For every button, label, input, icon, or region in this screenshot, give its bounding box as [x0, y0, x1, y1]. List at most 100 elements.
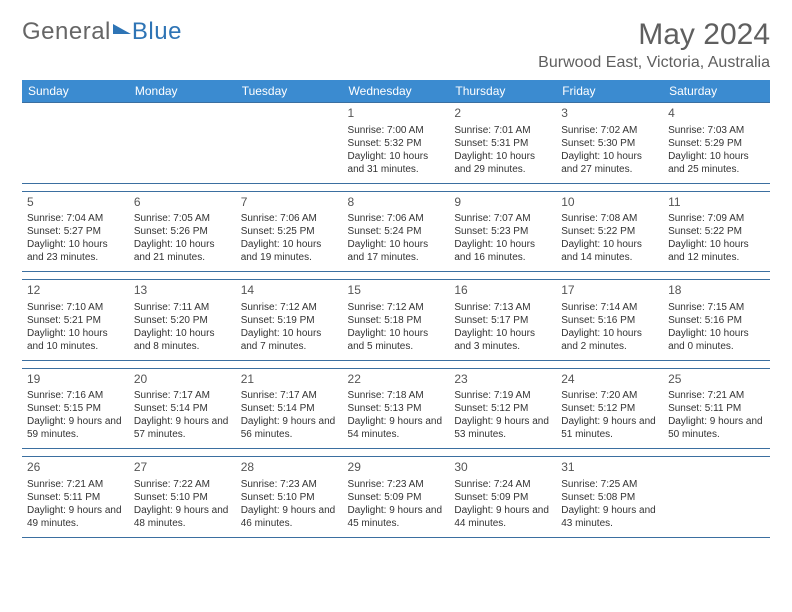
sunrise-line: Sunrise: 7:02 AM — [561, 124, 658, 137]
day-cell: 30Sunrise: 7:24 AMSunset: 5:09 PMDayligh… — [449, 457, 556, 538]
daylight-line: Daylight: 9 hours and 45 minutes. — [348, 504, 445, 530]
day-number: 14 — [241, 283, 338, 299]
day-number: 5 — [27, 195, 124, 211]
title-block: May 2024 Burwood East, Victoria, Austral… — [538, 18, 770, 72]
spacer-row — [22, 449, 770, 457]
day-cell: 7Sunrise: 7:06 AMSunset: 5:25 PMDaylight… — [236, 191, 343, 272]
sunset-line: Sunset: 5:24 PM — [348, 225, 445, 238]
sunset-line: Sunset: 5:16 PM — [561, 314, 658, 327]
day-number: 23 — [454, 372, 551, 388]
logo-text-general: General — [22, 18, 111, 46]
sunrise-line: Sunrise: 7:15 AM — [668, 301, 765, 314]
sunset-line: Sunset: 5:14 PM — [134, 402, 231, 415]
daylight-line: Daylight: 9 hours and 51 minutes. — [561, 415, 658, 441]
sunset-line: Sunset: 5:09 PM — [454, 491, 551, 504]
sunrise-line: Sunrise: 7:10 AM — [27, 301, 124, 314]
day-cell — [129, 103, 236, 184]
logo-text-blue: Blue — [132, 18, 182, 46]
sunrise-line: Sunrise: 7:13 AM — [454, 301, 551, 314]
day-cell: 5Sunrise: 7:04 AMSunset: 5:27 PMDaylight… — [22, 191, 129, 272]
day-number: 6 — [134, 195, 231, 211]
sunrise-line: Sunrise: 7:21 AM — [668, 389, 765, 402]
sunset-line: Sunset: 5:22 PM — [561, 225, 658, 238]
day-number: 22 — [348, 372, 445, 388]
sunset-line: Sunset: 5:20 PM — [134, 314, 231, 327]
day-cell: 17Sunrise: 7:14 AMSunset: 5:16 PMDayligh… — [556, 280, 663, 361]
sunrise-line: Sunrise: 7:25 AM — [561, 478, 658, 491]
day-number: 27 — [134, 460, 231, 476]
calendar-table: SundayMondayTuesdayWednesdayThursdayFrid… — [22, 80, 770, 538]
day-number: 30 — [454, 460, 551, 476]
day-cell: 28Sunrise: 7:23 AMSunset: 5:10 PMDayligh… — [236, 457, 343, 538]
sunrise-line: Sunrise: 7:01 AM — [454, 124, 551, 137]
sunset-line: Sunset: 5:23 PM — [454, 225, 551, 238]
day-cell: 2Sunrise: 7:01 AMSunset: 5:31 PMDaylight… — [449, 103, 556, 184]
day-number: 7 — [241, 195, 338, 211]
day-cell: 19Sunrise: 7:16 AMSunset: 5:15 PMDayligh… — [22, 368, 129, 449]
daylight-line: Daylight: 10 hours and 27 minutes. — [561, 150, 658, 176]
daylight-line: Daylight: 9 hours and 48 minutes. — [134, 504, 231, 530]
daylight-line: Daylight: 10 hours and 25 minutes. — [668, 150, 765, 176]
day-cell — [663, 457, 770, 538]
sunrise-line: Sunrise: 7:09 AM — [668, 212, 765, 225]
daylight-line: Daylight: 9 hours and 59 minutes. — [27, 415, 124, 441]
daylight-line: Daylight: 9 hours and 46 minutes. — [241, 504, 338, 530]
sunrise-line: Sunrise: 7:14 AM — [561, 301, 658, 314]
sunrise-line: Sunrise: 7:07 AM — [454, 212, 551, 225]
day-header: Monday — [129, 80, 236, 103]
daylight-line: Daylight: 10 hours and 8 minutes. — [134, 327, 231, 353]
day-number: 17 — [561, 283, 658, 299]
day-number: 19 — [27, 372, 124, 388]
sunset-line: Sunset: 5:32 PM — [348, 137, 445, 150]
day-cell — [236, 103, 343, 184]
day-number: 21 — [241, 372, 338, 388]
daylight-line: Daylight: 10 hours and 14 minutes. — [561, 238, 658, 264]
logo-sail-icon — [113, 24, 131, 34]
day-number: 26 — [27, 460, 124, 476]
sunset-line: Sunset: 5:21 PM — [27, 314, 124, 327]
day-header: Thursday — [449, 80, 556, 103]
daylight-line: Daylight: 10 hours and 19 minutes. — [241, 238, 338, 264]
sunset-line: Sunset: 5:14 PM — [241, 402, 338, 415]
header: General Blue May 2024 Burwood East, Vict… — [22, 18, 770, 72]
sunset-line: Sunset: 5:29 PM — [668, 137, 765, 150]
day-number: 10 — [561, 195, 658, 211]
day-number: 11 — [668, 195, 765, 211]
day-header: Friday — [556, 80, 663, 103]
daylight-line: Daylight: 10 hours and 23 minutes. — [27, 238, 124, 264]
day-cell: 21Sunrise: 7:17 AMSunset: 5:14 PMDayligh… — [236, 368, 343, 449]
day-cell: 16Sunrise: 7:13 AMSunset: 5:17 PMDayligh… — [449, 280, 556, 361]
day-number: 24 — [561, 372, 658, 388]
day-number: 29 — [348, 460, 445, 476]
day-number: 1 — [348, 106, 445, 122]
day-number: 28 — [241, 460, 338, 476]
day-cell: 22Sunrise: 7:18 AMSunset: 5:13 PMDayligh… — [343, 368, 450, 449]
daylight-line: Daylight: 9 hours and 44 minutes. — [454, 504, 551, 530]
day-number: 25 — [668, 372, 765, 388]
spacer-row — [22, 360, 770, 368]
sunset-line: Sunset: 5:15 PM — [27, 402, 124, 415]
sunset-line: Sunset: 5:17 PM — [454, 314, 551, 327]
sunrise-line: Sunrise: 7:12 AM — [241, 301, 338, 314]
sunrise-line: Sunrise: 7:23 AM — [241, 478, 338, 491]
sunset-line: Sunset: 5:12 PM — [561, 402, 658, 415]
sunset-line: Sunset: 5:19 PM — [241, 314, 338, 327]
month-title: May 2024 — [538, 18, 770, 52]
day-header-row: SundayMondayTuesdayWednesdayThursdayFrid… — [22, 80, 770, 103]
sunrise-line: Sunrise: 7:19 AM — [454, 389, 551, 402]
day-number: 4 — [668, 106, 765, 122]
location: Burwood East, Victoria, Australia — [538, 54, 770, 72]
daylight-line: Daylight: 10 hours and 17 minutes. — [348, 238, 445, 264]
daylight-line: Daylight: 9 hours and 49 minutes. — [27, 504, 124, 530]
sunset-line: Sunset: 5:11 PM — [668, 402, 765, 415]
sunset-line: Sunset: 5:13 PM — [348, 402, 445, 415]
day-cell: 27Sunrise: 7:22 AMSunset: 5:10 PMDayligh… — [129, 457, 236, 538]
sunrise-line: Sunrise: 7:16 AM — [27, 389, 124, 402]
day-cell: 23Sunrise: 7:19 AMSunset: 5:12 PMDayligh… — [449, 368, 556, 449]
sunrise-line: Sunrise: 7:08 AM — [561, 212, 658, 225]
sunrise-line: Sunrise: 7:18 AM — [348, 389, 445, 402]
day-cell: 1Sunrise: 7:00 AMSunset: 5:32 PMDaylight… — [343, 103, 450, 184]
day-number: 15 — [348, 283, 445, 299]
sunrise-line: Sunrise: 7:20 AM — [561, 389, 658, 402]
day-cell — [22, 103, 129, 184]
